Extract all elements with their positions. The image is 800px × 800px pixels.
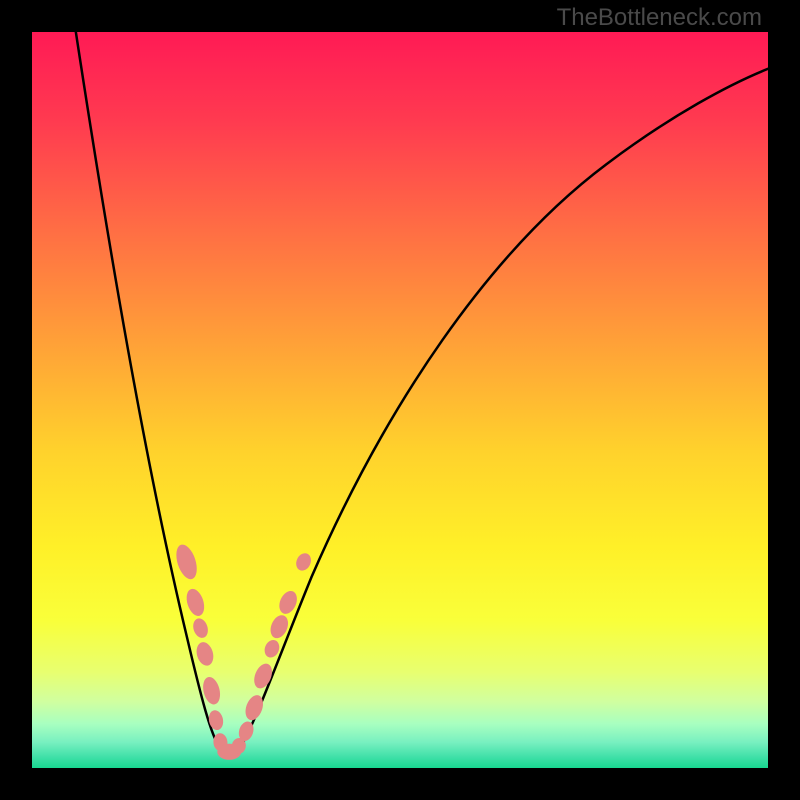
- chart-frame: TheBottleneck.com: [0, 0, 800, 800]
- chart-plot-area: [32, 32, 768, 768]
- watermark-text: TheBottleneck.com: [557, 4, 762, 32]
